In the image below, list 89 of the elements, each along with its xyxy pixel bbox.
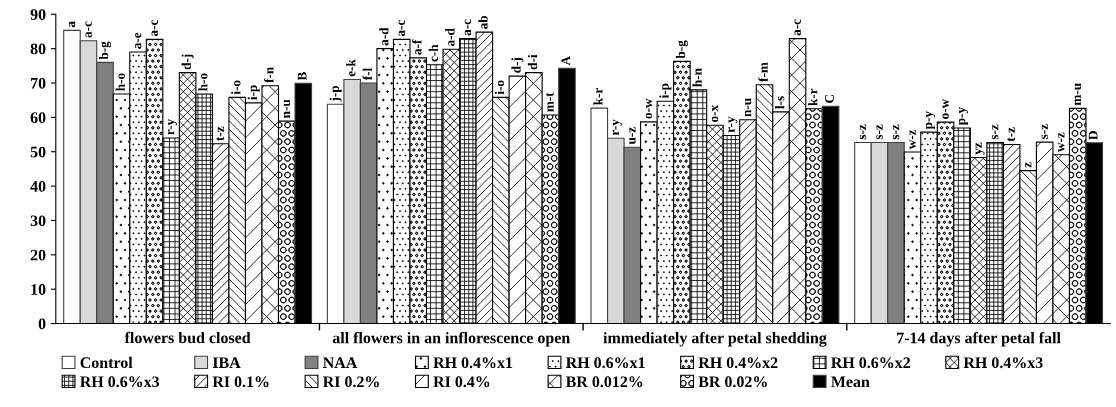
y-tick-label: 10 [31,284,46,295]
data-label: d-j [511,58,524,73]
y-tick-label: 90 [30,9,46,20]
y-tick-label: 30 [30,215,46,227]
legend-label: Mean [831,376,870,388]
data-label: b-g [675,40,688,59]
y-tick-label: 80 [30,43,46,55]
data-label: i-p [247,85,260,100]
data-label: s-z [876,124,883,140]
data-label: ab [478,15,488,29]
data-label: p-y [925,111,936,130]
data-label: c-h [428,44,439,62]
data-label: s-z [992,124,999,140]
data-label: z [1025,162,1032,168]
data-label: a-f [412,39,422,55]
data-label: f-l [362,67,372,81]
data-label: i-o [494,80,505,95]
data-label: d-j [181,54,194,70]
data-label: s-z [1041,124,1048,139]
data-label: n-u [744,98,752,117]
data-label: h-o [198,73,208,91]
legend-label: RH 0.4%x2 [698,357,778,369]
data-label: j-p [329,85,342,102]
data-label: o-w [942,98,949,119]
legend-label: RI 0.2% [322,376,379,388]
x-tick-label: 7-14 days after petal fall [897,331,1061,347]
data-label: a-c [794,19,801,36]
legend-label: RH 0.6%x3 [80,376,160,388]
data-label: o-x [711,104,719,122]
data-label: e-k [346,59,356,77]
data-label: a-d [379,27,389,46]
data-label: i-o [231,80,241,95]
data-label: l-s [775,96,785,109]
data-label: a-c [464,19,472,36]
data-label: o-w [645,98,653,119]
data-label: h-o [115,73,125,91]
data-label: a-c [85,21,92,38]
legend-label: IBA [212,357,241,368]
data-label: p-y [958,107,969,126]
data-label: yz [975,142,985,155]
legend-label: RI 0.4% [433,376,490,388]
y-tick-label: 60 [30,112,46,124]
legend-label: RH 0.6%x2 [831,357,910,369]
legend-label: NAA [323,357,358,368]
data-label: a-e [135,32,142,49]
data-label: t-z [216,126,224,141]
x-tick-label: flowers bud closed [124,331,251,344]
legend-label: BR 0.02% [698,376,767,388]
x-tick-label: immediately after petal shedding [603,331,827,347]
data-label: C [825,95,834,103]
legend-label: RH 0.6%x1 [565,357,645,369]
legend-label: BR 0.012% [565,376,643,388]
y-tick-label: 50 [30,146,46,158]
data-label: a-d [445,28,455,47]
data-label: b-g [98,41,112,60]
data-label: t-z [1007,127,1015,142]
data-label: k-r [808,88,818,106]
data-label: h-n [692,68,702,87]
legend-label: RI 0.1% [212,376,269,388]
x-tick-label: all flowers in an inflorescence open [332,331,571,347]
legend-label: RH 0.4%x1 [433,357,513,369]
data-label: r-y [728,116,738,133]
data-label: i-p [659,83,672,99]
y-tick-label: 70 [31,77,46,89]
data-label: w-z [909,129,916,150]
data-label: m-t [546,92,554,112]
data-label: r-y [612,119,622,136]
data-label: k-r [593,87,603,105]
data-label: a [68,21,76,28]
y-tick-label: 40 [30,181,46,192]
data-label: a-c [151,20,158,37]
data-label: f-n [264,67,274,83]
data-label: w-z [1058,132,1065,152]
legend-label: RH 0.4%x3 [963,357,1043,369]
y-tick-label: 0 [38,318,46,330]
data-label: m-u [1074,83,1082,106]
data-label: s-z [892,124,900,140]
legend-label: Control [80,356,133,369]
data-label: f-m [758,62,768,82]
data-label: B [297,72,307,81]
data-label: d-i [527,54,538,70]
data-label: s-z [859,124,867,140]
data-label: r-y [167,118,178,135]
data-label: n-u [283,99,291,118]
data-label: u-z [629,127,636,145]
y-tick-label: 20 [30,249,46,261]
data-label: A [561,55,571,66]
data-label: D [1088,131,1098,140]
data-label: a-c [398,20,406,37]
